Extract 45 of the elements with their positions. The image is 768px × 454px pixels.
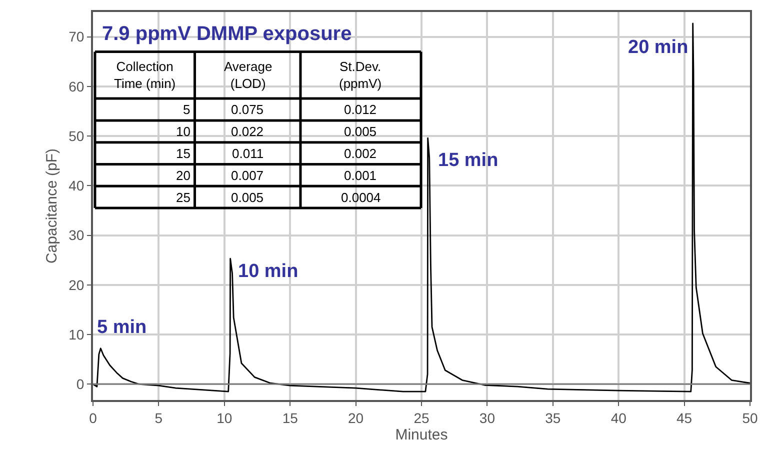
annotation: Average (LOD) [224,59,272,91]
y-tick-label: 0 [76,376,84,392]
annotation: 0.0004 [341,190,381,205]
annotation: 15 min [438,150,498,171]
annotation: 10 min [238,261,298,282]
annotation: 0.012 [344,102,377,117]
x-tick-label: 15 [282,410,298,426]
annotation: 0.001 [344,168,377,183]
x-tick-label: 20 [348,410,364,426]
y-tick-label: 30 [68,227,84,244]
annotation: 0.005 [231,190,264,205]
x-axis-title: Minutes [395,426,448,444]
annotation: 20 min [628,37,688,58]
annotation: 15 [176,146,190,161]
annotation: 0.005 [344,124,377,139]
annotation: 25 [176,190,190,205]
y-tick-label: 50 [68,128,84,144]
y-axis-title: Capacitance (pF) [43,148,60,264]
x-tick-label: 5 [154,410,163,426]
x-tick-label: 0 [89,410,98,426]
annotation: 0.022 [231,124,264,139]
annotation: St.Dev. (ppmV) [339,59,382,91]
annotation: 0.011 [232,146,264,161]
x-tick-label: 40 [610,410,627,426]
annotation: 0.075 [231,102,264,117]
y-tick-label: 10 [68,326,84,342]
annotation: 5 [183,102,190,117]
annotation: 0.002 [344,146,377,161]
x-tick-label: 25 [414,410,430,426]
annotation: 0.007 [231,168,264,183]
line-series [93,22,750,392]
x-tick-label: 45 [676,410,692,426]
y-tick-label: 60 [68,78,84,94]
annotation: Collection Time (min) [114,59,176,91]
y-tick-label: 70 [68,28,84,45]
annotation: 20 [176,168,190,183]
annotation: 10 [176,124,190,139]
x-tick-label: 10 [216,410,232,426]
y-tick-label: 20 [68,276,84,293]
y-tick-label: 40 [68,178,84,194]
x-tick-label: 50 [742,410,758,426]
annotation: 5 min [97,317,147,338]
x-tick-label: 35 [545,410,561,426]
x-tick-label: 30 [479,410,496,426]
text: 7.9 ppmV DMMP exposure [102,23,352,45]
